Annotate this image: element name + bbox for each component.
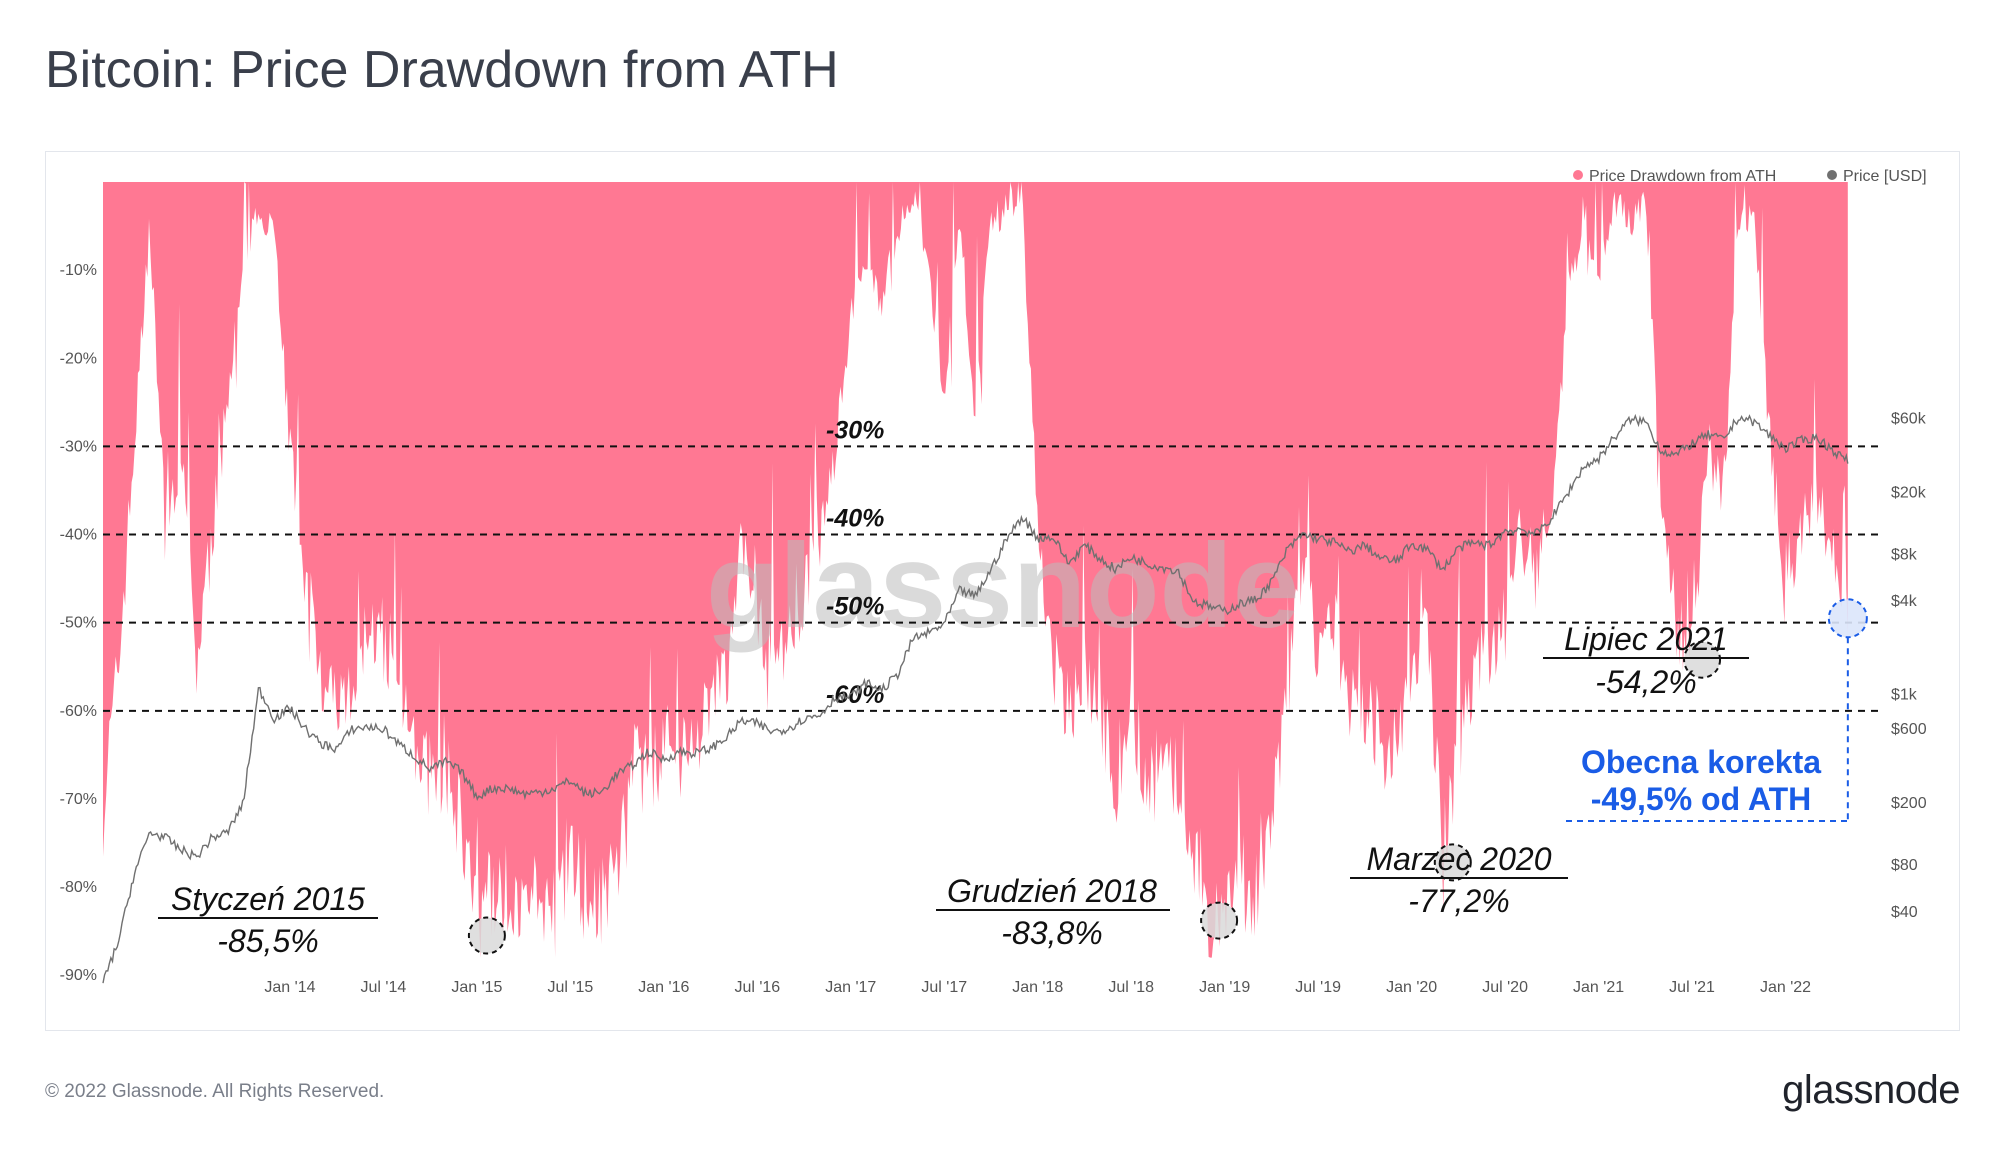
current-correction-marker bbox=[1827, 598, 1868, 639]
copyright-footer: © 2022 Glassnode. All Rights Reserved. bbox=[45, 1081, 385, 1102]
annotation-marker bbox=[1200, 901, 1239, 940]
legend-label: Price Drawdown from ATH bbox=[1589, 168, 1776, 185]
legend-label: Price [USD] bbox=[1843, 168, 1927, 185]
x-tick-label: Jan '21 bbox=[1573, 979, 1624, 996]
reference-label-2: -40% bbox=[826, 505, 884, 533]
annotation-marker bbox=[1683, 640, 1722, 679]
y-left-tick-label: -60% bbox=[60, 703, 97, 720]
x-tick-label: Jan '18 bbox=[1012, 979, 1063, 996]
price-line bbox=[102, 413, 1849, 984]
x-tick-label: Jul '15 bbox=[547, 979, 593, 996]
current-correction-value: -49,5% od ATH bbox=[1591, 781, 1811, 817]
x-tick-label: Jan '17 bbox=[825, 979, 876, 996]
x-tick-label: Jul '17 bbox=[921, 979, 967, 996]
y-left-tick-label: -30% bbox=[60, 438, 97, 455]
y-left-tick-label: -40% bbox=[60, 527, 97, 544]
x-tick-label: Jul '14 bbox=[361, 979, 407, 996]
x-tick-label: Jul '21 bbox=[1669, 979, 1715, 996]
y-right-tick-label: $4k bbox=[1891, 593, 1918, 610]
y-right-tick-label: $8k bbox=[1891, 546, 1918, 563]
x-tick-label: Jul '16 bbox=[734, 979, 780, 996]
annotation-label: Grudzień 2018 bbox=[947, 873, 1157, 909]
x-tick-label: Jul '18 bbox=[1108, 979, 1154, 996]
y-right-tick-label: $600 bbox=[1891, 721, 1927, 738]
y-left-tick-label: -50% bbox=[60, 615, 97, 632]
y-right-tick-label: $1k bbox=[1891, 687, 1918, 704]
current-correction-label: Obecna korekta bbox=[1581, 744, 1821, 780]
watermark-text: glassnode bbox=[706, 519, 1300, 653]
y-left-tick-label: -10% bbox=[60, 262, 97, 279]
reference-label-3: -50% bbox=[826, 593, 884, 621]
annotation-label: Lipiec 2021 bbox=[1564, 621, 1728, 657]
reference-label-1: -30% bbox=[826, 416, 884, 444]
annotation-label: Marzec 2020 bbox=[1367, 841, 1552, 877]
x-tick-label: Jul '19 bbox=[1295, 979, 1341, 996]
x-tick-label: Jan '15 bbox=[451, 979, 502, 996]
x-tick-label: Jan '14 bbox=[264, 979, 315, 996]
brand-logo: glassnode bbox=[1782, 1068, 1960, 1112]
legend-swatch bbox=[1827, 170, 1837, 180]
x-tick-label: Jan '20 bbox=[1386, 979, 1437, 996]
x-tick-label: Jan '16 bbox=[638, 979, 689, 996]
annotation-value: -54,2% bbox=[1595, 664, 1696, 700]
y-left-tick-label: -70% bbox=[60, 791, 97, 808]
annotation-value: -85,5% bbox=[217, 923, 318, 959]
drawdown-area bbox=[103, 182, 1848, 958]
legend-swatch bbox=[1573, 170, 1583, 180]
annotation-value: -77,2% bbox=[1408, 883, 1509, 919]
x-tick-label: Jul '20 bbox=[1482, 979, 1528, 996]
y-right-tick-label: $60k bbox=[1891, 411, 1927, 428]
annotation-marker bbox=[467, 916, 506, 955]
y-right-tick-label: $40 bbox=[1891, 904, 1918, 921]
page-title: Bitcoin: Price Drawdown from ATH bbox=[45, 41, 839, 99]
annotation-value: -83,8% bbox=[1001, 915, 1102, 951]
x-tick-label: Jan '19 bbox=[1199, 979, 1250, 996]
reference-label-4: -60% bbox=[826, 681, 884, 709]
y-right-tick-label: $20k bbox=[1891, 485, 1927, 502]
annotation-label: Styczeń 2015 bbox=[171, 881, 365, 917]
y-left-tick-label: -20% bbox=[60, 350, 97, 367]
y-right-tick-label: $200 bbox=[1891, 795, 1927, 812]
annotation-marker bbox=[1433, 843, 1472, 882]
x-tick-label: Jan '22 bbox=[1760, 979, 1811, 996]
y-right-tick-label: $80 bbox=[1891, 857, 1918, 874]
y-left-tick-label: -80% bbox=[60, 879, 97, 896]
y-left-tick-label: -90% bbox=[60, 967, 97, 984]
drawdown-chart: glassnode -30% -40% -50% -60% Jan '14 Jul '1… bbox=[60, 168, 1927, 996]
chart-panel: glassnode -30% -40% -50% -60% Jan '14 Jul '1… bbox=[45, 151, 1960, 1031]
